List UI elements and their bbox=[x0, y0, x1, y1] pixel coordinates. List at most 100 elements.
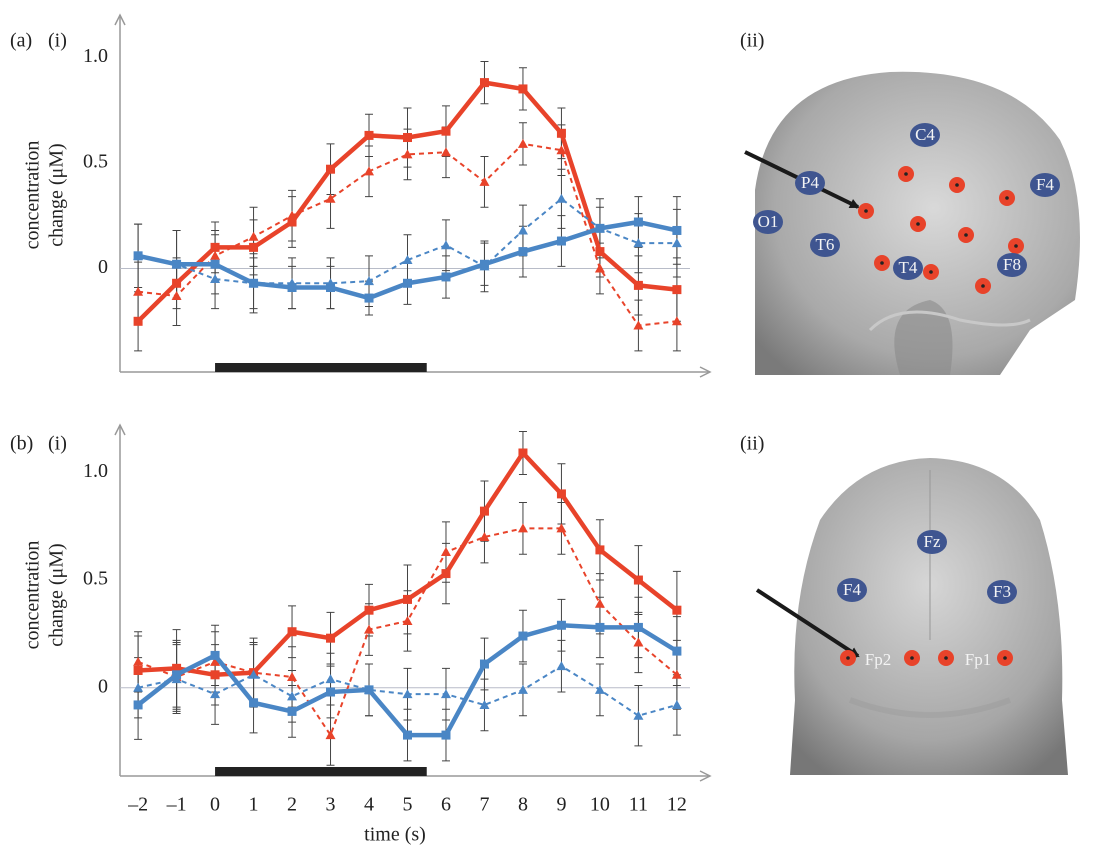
point-marker bbox=[402, 255, 413, 265]
optode-center bbox=[864, 209, 868, 213]
series-line bbox=[137, 197, 677, 285]
point-marker bbox=[518, 631, 528, 641]
electrode-marker bbox=[893, 256, 923, 280]
point-marker bbox=[172, 278, 182, 288]
y-axis-label: change (μM) bbox=[46, 543, 68, 646]
point-marker bbox=[325, 730, 336, 740]
electrode-marker bbox=[837, 578, 867, 602]
point-marker bbox=[672, 285, 682, 295]
point-marker bbox=[517, 138, 528, 148]
x-tick-label: 8 bbox=[518, 794, 528, 816]
point-marker bbox=[287, 691, 298, 701]
point-marker bbox=[326, 633, 336, 643]
electrode-label: F3 bbox=[993, 582, 1011, 601]
point-marker bbox=[287, 278, 298, 288]
point-marker bbox=[479, 699, 490, 709]
x-axis-label: time (s) bbox=[364, 824, 426, 846]
optode-center bbox=[1003, 656, 1007, 660]
electrode-marker bbox=[997, 253, 1027, 277]
point-marker bbox=[364, 605, 374, 615]
point-marker bbox=[556, 523, 567, 533]
point-marker bbox=[248, 231, 259, 241]
electrode-label: T4 bbox=[899, 258, 918, 277]
x-tick-label: 2 bbox=[287, 794, 297, 816]
point-marker bbox=[517, 684, 528, 694]
point-marker bbox=[479, 176, 490, 186]
point-marker bbox=[325, 193, 336, 203]
x-tick-label: 1 bbox=[249, 794, 259, 816]
y-tick-label: 0.5 bbox=[83, 568, 108, 590]
optode-center bbox=[846, 656, 850, 660]
point-marker bbox=[633, 320, 644, 330]
subpanel-label: (i) bbox=[48, 433, 67, 455]
x-tick-label: –1 bbox=[166, 794, 187, 816]
optode-center bbox=[929, 270, 933, 274]
point-marker bbox=[402, 278, 412, 288]
point-marker bbox=[210, 250, 221, 260]
x-axis-arrow bbox=[699, 366, 712, 378]
point-marker bbox=[594, 598, 605, 608]
point-marker bbox=[287, 706, 297, 716]
point-marker bbox=[556, 193, 567, 203]
point-marker bbox=[594, 263, 605, 273]
electrode-label: F8 bbox=[1003, 255, 1021, 274]
point-marker bbox=[671, 669, 682, 679]
point-marker bbox=[594, 684, 605, 694]
point-marker bbox=[517, 225, 528, 235]
optode-center bbox=[910, 656, 914, 660]
stimulus-bar bbox=[215, 363, 427, 372]
y-tick-label: 0 bbox=[98, 675, 108, 697]
point-marker bbox=[633, 238, 644, 248]
electrode-label: F4 bbox=[1036, 175, 1054, 194]
point-marker bbox=[556, 620, 566, 630]
point-marker bbox=[402, 149, 413, 159]
point-marker bbox=[364, 166, 375, 176]
electrode-marker bbox=[795, 171, 825, 195]
series-line bbox=[137, 142, 678, 327]
point-marker bbox=[287, 283, 297, 293]
subpanel-label: (i) bbox=[48, 30, 67, 52]
point-marker bbox=[440, 147, 451, 157]
point-marker bbox=[210, 670, 220, 680]
y-axis-arrow bbox=[114, 13, 126, 26]
point-marker bbox=[171, 259, 182, 269]
point-marker bbox=[287, 217, 297, 227]
pointer-arrow bbox=[755, 588, 860, 658]
head-front-image bbox=[790, 458, 1068, 775]
point-marker bbox=[556, 128, 566, 138]
image-panel-label: (ii) bbox=[740, 30, 764, 52]
panel-label: (b) bbox=[10, 433, 33, 455]
point-marker bbox=[672, 225, 682, 235]
image-panel-label: (ii) bbox=[740, 433, 764, 455]
point-marker bbox=[671, 316, 682, 326]
point-marker bbox=[364, 624, 375, 634]
point-marker bbox=[133, 250, 144, 260]
optode-center bbox=[880, 261, 884, 265]
point-marker bbox=[518, 84, 528, 94]
x-tick-label: 6 bbox=[441, 794, 451, 816]
x-tick-label: 7 bbox=[479, 794, 489, 816]
y-tick-label: 1.0 bbox=[83, 460, 108, 482]
point-marker bbox=[249, 242, 259, 252]
point-marker bbox=[633, 280, 643, 290]
point-marker bbox=[326, 687, 336, 697]
point-marker bbox=[210, 259, 220, 269]
x-tick-label: 12 bbox=[667, 794, 687, 816]
point-marker bbox=[479, 531, 490, 541]
point-marker bbox=[402, 615, 413, 625]
point-marker bbox=[364, 684, 375, 694]
point-marker bbox=[326, 283, 336, 293]
y-tick-label: 0.5 bbox=[83, 150, 108, 172]
point-marker bbox=[518, 448, 528, 458]
electrode-marker bbox=[987, 580, 1017, 604]
point-marker bbox=[325, 674, 336, 684]
electrode-label: F4 bbox=[843, 580, 861, 599]
optode-center bbox=[1005, 196, 1009, 200]
point-marker bbox=[364, 130, 374, 140]
point-marker bbox=[402, 730, 412, 740]
point-marker bbox=[633, 710, 644, 720]
y-axis-label: concentration bbox=[22, 141, 44, 250]
point-marker bbox=[210, 689, 221, 699]
x-tick-label: 10 bbox=[590, 794, 610, 816]
